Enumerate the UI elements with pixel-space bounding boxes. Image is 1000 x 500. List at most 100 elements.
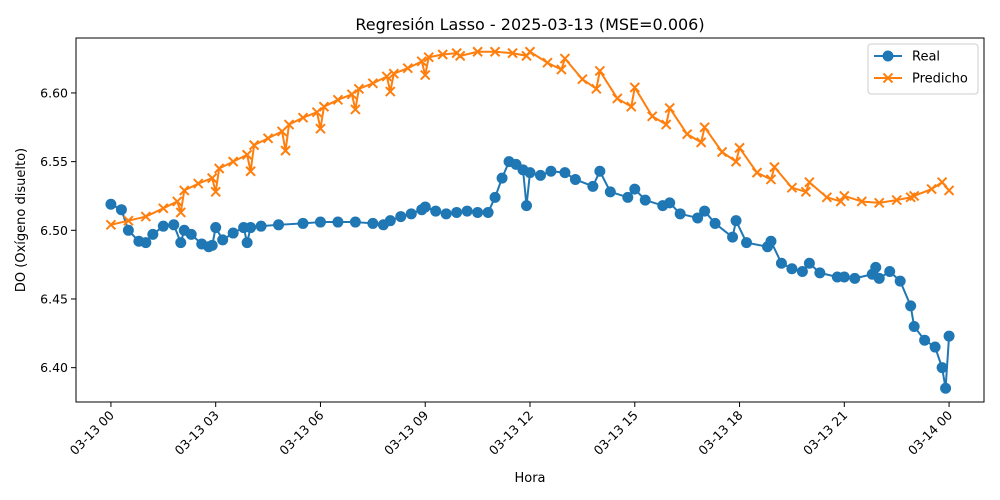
series-real-point bbox=[451, 206, 463, 218]
series-real-point bbox=[730, 215, 742, 227]
x-tick-label: 03-13 09 bbox=[381, 407, 431, 457]
series-predicho-point bbox=[172, 196, 183, 207]
series-real-point bbox=[765, 235, 777, 247]
series-real-point bbox=[604, 186, 616, 198]
series-predicho-point bbox=[821, 192, 833, 203]
series-predicho-point bbox=[647, 111, 658, 122]
series-predicho-point bbox=[699, 122, 710, 133]
series-predicho-point bbox=[206, 172, 218, 184]
series-real-point bbox=[430, 205, 442, 217]
series-predicho-point bbox=[786, 182, 798, 193]
series-real-point bbox=[524, 167, 536, 179]
series-real-point bbox=[482, 206, 494, 218]
y-tick-label: 6.55 bbox=[40, 154, 68, 169]
series-predicho-point bbox=[381, 71, 393, 82]
series-predicho-point bbox=[140, 211, 152, 222]
series-predicho-point bbox=[227, 156, 239, 167]
series-real-point bbox=[314, 216, 326, 228]
y-tick-label: 6.50 bbox=[40, 223, 68, 238]
legend: Real Predicho bbox=[867, 43, 979, 95]
series-predicho-point bbox=[318, 101, 330, 112]
series-predicho-point bbox=[626, 101, 637, 112]
series-real-point bbox=[227, 227, 239, 239]
series-real-point bbox=[943, 330, 955, 342]
x-tick-label: 03-13 21 bbox=[800, 408, 850, 458]
chart-title: Regresión Lasso - 2025-03-13 (MSE=0.006) bbox=[355, 15, 704, 34]
series-real-point bbox=[594, 165, 606, 177]
y-axis-label: DO (Oxígeno disuelto) bbox=[14, 148, 29, 292]
series-real-point bbox=[472, 206, 484, 218]
series-predicho-point bbox=[385, 86, 396, 97]
series-predicho-point bbox=[416, 56, 427, 67]
series-real-point bbox=[814, 267, 826, 279]
series-real-point bbox=[122, 224, 134, 236]
series-real-point bbox=[521, 200, 533, 212]
series-real-point bbox=[905, 300, 917, 312]
y-tick-label: 6.60 bbox=[40, 85, 68, 100]
series-real-point bbox=[674, 208, 686, 220]
legend-entry-real: Real bbox=[874, 50, 940, 65]
x-tick-label: 03-13 15 bbox=[591, 408, 641, 458]
series-real-point bbox=[405, 208, 417, 220]
series-real-point bbox=[940, 382, 952, 394]
series-real-point bbox=[699, 205, 711, 217]
series-real-point bbox=[908, 320, 920, 332]
series-real-point bbox=[786, 263, 798, 275]
series-predicho-point bbox=[367, 78, 379, 89]
series-predicho-point bbox=[716, 146, 728, 158]
x-axis: 03-13 00 03-13 03 03-13 06 03-13 09 03-13 12… bbox=[67, 402, 955, 458]
series-predicho-point bbox=[765, 174, 777, 185]
series-predicho-point bbox=[297, 112, 309, 123]
series-real-point bbox=[217, 234, 229, 246]
series-predicho-point bbox=[926, 183, 937, 195]
y-tick-label: 6.40 bbox=[40, 360, 68, 375]
series-predicho-point bbox=[660, 119, 672, 130]
series-real-point bbox=[241, 237, 253, 249]
series-predicho-point bbox=[248, 139, 260, 151]
series-real-point bbox=[559, 167, 571, 179]
legend-label-predicho: Predicho bbox=[912, 72, 968, 87]
series-predicho-point bbox=[891, 194, 902, 206]
series-real-point bbox=[297, 217, 309, 229]
series-real-point bbox=[255, 220, 267, 232]
series-predicho-point bbox=[629, 82, 640, 93]
series-predicho-point bbox=[936, 177, 948, 188]
series-predicho-point bbox=[350, 104, 361, 115]
series-predicho-line bbox=[110, 50, 950, 226]
series-real-point bbox=[587, 180, 599, 192]
series-predicho-point bbox=[423, 52, 434, 63]
x-tick-label: 03-13 12 bbox=[486, 408, 536, 458]
series-predicho-point bbox=[193, 178, 204, 189]
series-predicho-point bbox=[591, 83, 602, 95]
series-predicho-point bbox=[332, 94, 344, 106]
series-predicho-point bbox=[179, 185, 190, 196]
series-predicho-point bbox=[507, 47, 518, 59]
legend-entries: Real Predicho bbox=[874, 50, 968, 87]
series-real-point bbox=[489, 191, 501, 203]
series-predicho-point bbox=[454, 50, 466, 62]
series-predicho-point bbox=[158, 203, 169, 214]
series-predicho-point bbox=[213, 163, 225, 174]
series-predicho-point bbox=[835, 196, 847, 207]
series-predicho-point bbox=[751, 167, 763, 178]
series-predicho-point bbox=[210, 186, 221, 198]
series-predicho-point bbox=[241, 149, 253, 160]
y-axis: 6.40 6.45 6.50 6.55 6.60 bbox=[40, 85, 76, 375]
series-real-point bbox=[622, 191, 634, 203]
series-real-point bbox=[741, 237, 753, 249]
series-real-point bbox=[849, 272, 861, 284]
x-tick-label: 03-13 18 bbox=[695, 407, 745, 457]
legend-entry-predicho: Predicho bbox=[874, 72, 968, 87]
series-predicho-point bbox=[804, 177, 815, 188]
series-predicho-point bbox=[315, 123, 326, 134]
series-predicho-point bbox=[556, 64, 567, 75]
series-predicho-point bbox=[874, 197, 885, 209]
series-real-point bbox=[838, 271, 850, 283]
series-real-point bbox=[210, 222, 222, 234]
series-real-point bbox=[245, 222, 257, 234]
series-predicho-point bbox=[908, 190, 920, 202]
series-real-point bbox=[929, 341, 941, 353]
series-real-point bbox=[629, 183, 641, 195]
series-real-point bbox=[775, 257, 787, 269]
